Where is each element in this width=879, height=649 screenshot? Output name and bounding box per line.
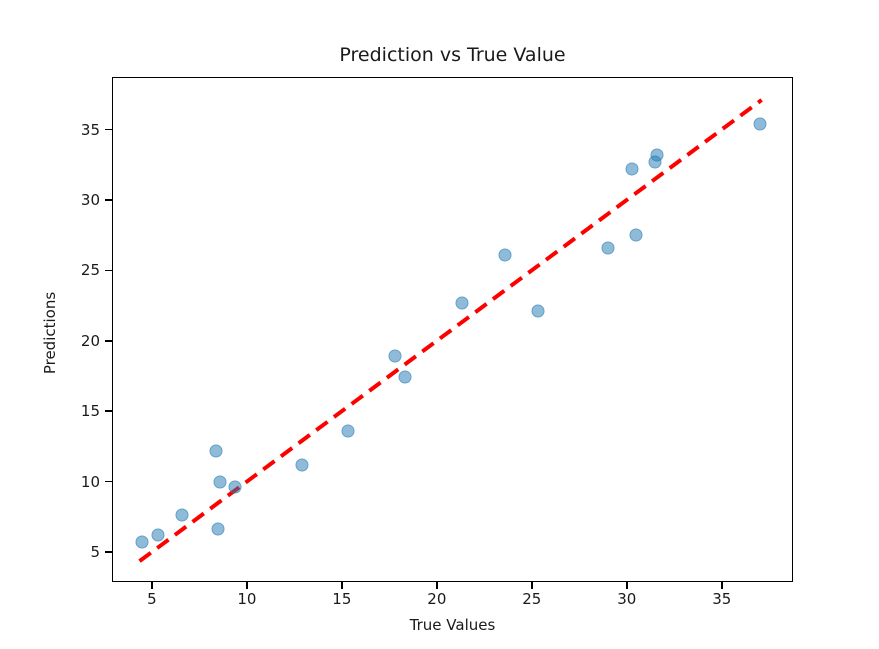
x-tick-mark [721,582,723,589]
x-tick-mark [626,582,628,589]
scatter-point [629,228,643,242]
x-tick-label: 25 [522,590,542,608]
scatter-point [753,117,767,131]
scatter-point [455,296,469,310]
plot-area [112,77,793,582]
scatter-point [601,241,615,255]
chart-title: Prediction vs True Value [339,44,566,66]
scatter-point [650,148,664,162]
scatter-point [209,444,223,458]
scatter-point [388,349,402,363]
scatter-point [175,508,189,522]
scatter-point [398,370,412,384]
x-tick-mark [531,582,533,589]
x-tick-mark [436,582,438,589]
y-tick-label: 20 [80,331,100,350]
y-tick-label: 30 [80,190,100,209]
y-tick-label: 15 [80,402,100,421]
y-tick-mark [105,199,112,201]
x-tick-mark [246,582,248,589]
x-tick-mark [341,582,343,589]
x-tick-label: 15 [332,590,352,608]
scatter-point [135,535,149,549]
x-tick-mark [151,582,153,589]
y-tick-label: 10 [80,472,100,491]
y-tick-label: 25 [80,261,100,280]
scatter-point [531,304,544,318]
scatter-point [341,424,355,438]
scatter-point [498,248,512,262]
x-tick-label: 10 [237,590,257,608]
y-tick-mark [105,269,112,272]
x-tick-label: 20 [427,590,447,608]
y-tick-mark [105,340,112,342]
x-axis-label: True Values [409,616,496,634]
x-tick-label: 5 [147,590,157,608]
y-tick-mark [105,128,112,131]
y-tick-label: 35 [80,120,100,139]
scatter-point [151,528,165,542]
scatter-point [625,162,639,176]
scatter-point [295,458,309,472]
scatter-point [228,480,242,494]
y-tick-mark [105,480,112,483]
y-tick-label: 5 [90,543,100,561]
y-tick-mark [105,410,112,412]
x-tick-label: 35 [712,590,732,608]
y-tick-mark [105,551,112,553]
scatter-point [213,475,227,489]
x-tick-label: 30 [617,590,637,608]
scatter-point [211,522,225,536]
